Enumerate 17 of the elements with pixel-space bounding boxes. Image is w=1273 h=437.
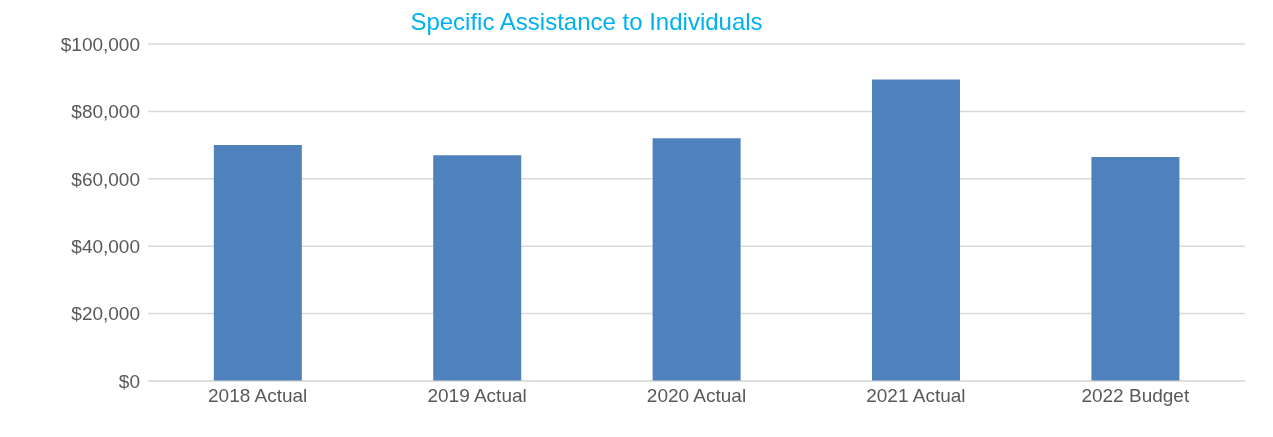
bar <box>652 138 741 381</box>
x-tick-label: 2018 Actual <box>208 385 308 407</box>
chart-title: Specific Assistance to Individuals <box>410 8 763 35</box>
y-tick-label: $20,000 <box>71 303 140 325</box>
x-tick-label: 2019 Actual <box>427 385 527 407</box>
bar <box>1091 156 1180 381</box>
x-tick-label: 2020 Actual <box>646 385 747 407</box>
y-tick-label: $60,000 <box>71 168 140 190</box>
y-tick-label: $80,000 <box>71 101 140 123</box>
x-tick-label: 2022 Budget <box>1081 385 1190 407</box>
x-tick-label: 2021 Actual <box>866 385 966 407</box>
y-tick-label: $40,000 <box>71 235 140 257</box>
bar <box>872 79 961 381</box>
y-tick-label: $0 <box>118 370 140 392</box>
bar <box>213 145 302 381</box>
bar <box>433 155 522 381</box>
y-tick-label: $100,000 <box>60 33 140 55</box>
